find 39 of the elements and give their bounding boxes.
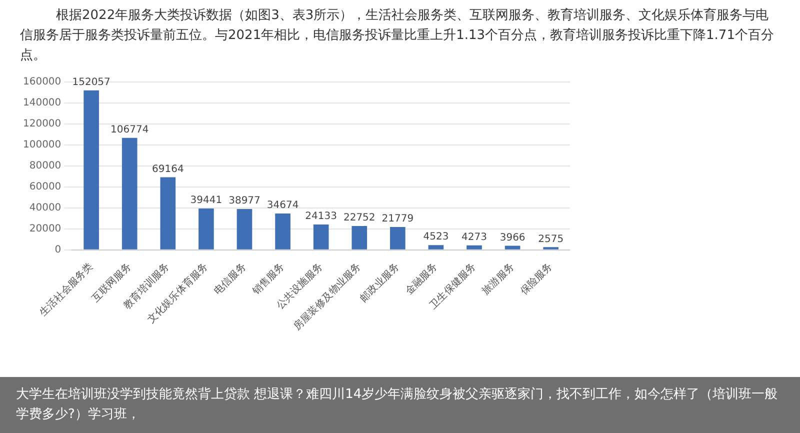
bar bbox=[122, 138, 138, 250]
x-tick-label: 电信服务 bbox=[212, 260, 248, 298]
data-label: 39441 bbox=[190, 195, 222, 206]
chart-title: 根据2022年服务大类投诉数据（如图3、表3所示），生活社会服务类、互联网服务、教育培训服务、文化娱乐体育服务与电信服务居于服务类投诉量前五位。与2021年相比，电信服务投诉量比重上升1.13个百分点，教育培训服务投诉比重下降1.71个百分点。 bbox=[19, 6, 775, 65]
x-tick-label: 旅游服务 bbox=[480, 260, 517, 298]
y-tick-label: 40000 bbox=[29, 202, 62, 214]
y-tick-label: 140000 bbox=[22, 98, 62, 109]
y-tick-label: 0 bbox=[54, 244, 62, 256]
data-label: 21779 bbox=[382, 214, 414, 225]
data-label: 24133 bbox=[305, 211, 337, 222]
bar bbox=[236, 208, 252, 250]
bar bbox=[504, 246, 520, 250]
y-tick-label: 20000 bbox=[29, 223, 62, 234]
data-label: 69164 bbox=[152, 164, 184, 175]
data-label: 4273 bbox=[462, 232, 487, 243]
data-label: 38977 bbox=[228, 196, 260, 207]
data-label: 4523 bbox=[423, 232, 449, 243]
y-tick-label: 60000 bbox=[29, 182, 62, 193]
bar bbox=[313, 224, 329, 250]
y-tick-label: 120000 bbox=[22, 118, 62, 130]
x-tick-label: 保险服务 bbox=[518, 260, 555, 298]
bar bbox=[352, 226, 368, 250]
y-tick-label: 100000 bbox=[22, 140, 62, 151]
data-label: 34674 bbox=[266, 200, 299, 212]
data-label: 22752 bbox=[343, 212, 376, 224]
text: 大学生在培训班没学到技能竟然背上贷款 想退课？难四川14岁少年满脸纹身被父亲驱逐家门，找不到工作，如今怎样了（培训班一般学费多少?）学习班， bbox=[16, 386, 779, 424]
bar bbox=[466, 245, 482, 250]
data-label: 106774 bbox=[110, 124, 149, 136]
bar bbox=[198, 208, 214, 250]
data-label: 152057 bbox=[72, 76, 110, 88]
bar bbox=[84, 90, 99, 250]
bar bbox=[275, 213, 290, 250]
y-tick-label: 80000 bbox=[29, 160, 62, 172]
data-label: 3966 bbox=[500, 232, 526, 244]
y-tick-label: 160000 bbox=[22, 76, 62, 88]
bar bbox=[390, 227, 406, 250]
data-label: 2575 bbox=[538, 234, 564, 245]
bar bbox=[160, 177, 176, 250]
bar bbox=[428, 245, 444, 250]
